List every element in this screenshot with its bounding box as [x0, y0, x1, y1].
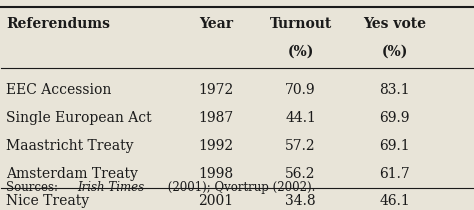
Text: Amsterdam Treaty: Amsterdam Treaty	[6, 167, 138, 181]
Text: 44.1: 44.1	[285, 111, 316, 125]
Text: (%): (%)	[287, 44, 314, 58]
Text: 1998: 1998	[198, 167, 233, 181]
Text: 69.9: 69.9	[380, 111, 410, 125]
Text: 57.2: 57.2	[285, 139, 316, 153]
Text: Year: Year	[199, 17, 233, 31]
Text: 34.8: 34.8	[285, 194, 316, 208]
Text: 1972: 1972	[198, 83, 233, 97]
Text: 46.1: 46.1	[380, 194, 410, 208]
Text: 2001: 2001	[198, 194, 233, 208]
Text: 1987: 1987	[198, 111, 233, 125]
Text: 61.7: 61.7	[380, 167, 410, 181]
Text: (%): (%)	[382, 44, 408, 58]
Text: Single European Act: Single European Act	[6, 111, 152, 125]
Text: 83.1: 83.1	[380, 83, 410, 97]
Text: Sources:: Sources:	[6, 181, 62, 194]
Text: 69.1: 69.1	[380, 139, 410, 153]
Text: 1992: 1992	[198, 139, 233, 153]
Text: EEC Accession: EEC Accession	[6, 83, 111, 97]
Text: (2001); Qvortrup (2002).: (2001); Qvortrup (2002).	[164, 181, 315, 194]
Text: Yes vote: Yes vote	[364, 17, 426, 31]
Text: Turnout: Turnout	[270, 17, 332, 31]
Text: Irish Times: Irish Times	[78, 181, 145, 194]
Text: Referendums: Referendums	[6, 17, 110, 31]
Text: 70.9: 70.9	[285, 83, 316, 97]
Text: Nice Treaty: Nice Treaty	[6, 194, 89, 208]
Text: 56.2: 56.2	[285, 167, 316, 181]
Text: Maastricht Treaty: Maastricht Treaty	[6, 139, 134, 153]
